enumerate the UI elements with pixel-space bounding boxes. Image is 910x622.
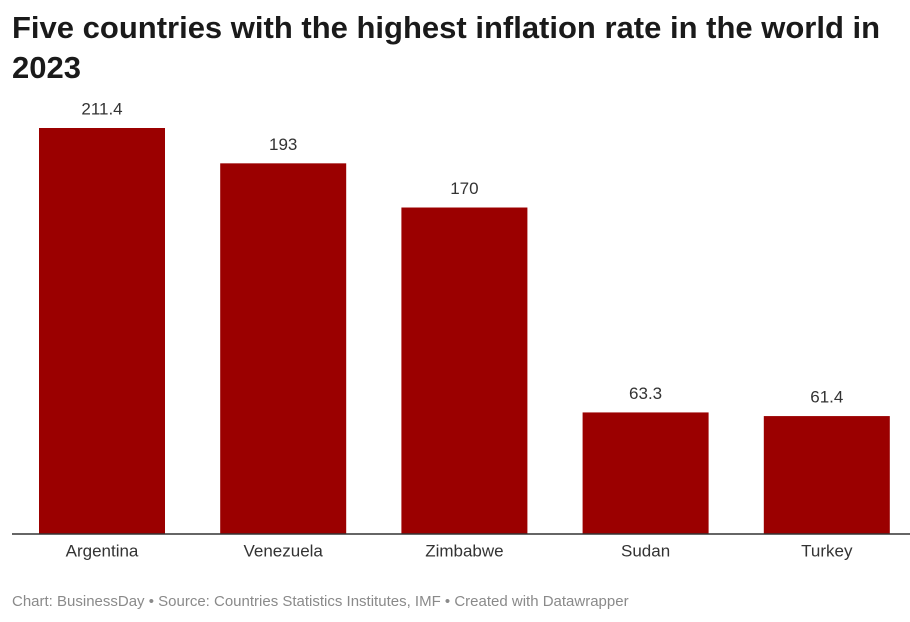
x-tick-label: Venezuela (243, 541, 323, 560)
value-label: 211.4 (81, 99, 122, 118)
bar (220, 163, 347, 534)
value-label: 63.3 (629, 384, 662, 403)
bar (401, 207, 528, 534)
source-note: Chart: BusinessDay • Source: Countries S… (12, 593, 629, 610)
chart-title: Five countries with the highest inflatio… (12, 10, 881, 85)
x-tick-label: Turkey (801, 541, 853, 560)
x-tick-label: Sudan (621, 541, 670, 560)
bar (582, 412, 709, 534)
value-label: 170 (450, 179, 478, 198)
bar (39, 128, 165, 534)
value-label: 193 (269, 135, 297, 154)
x-tick-label: Argentina (66, 541, 139, 560)
bar (763, 416, 890, 534)
x-tick-label: Zimbabwe (425, 541, 503, 560)
value-label: 61.4 (810, 388, 843, 407)
